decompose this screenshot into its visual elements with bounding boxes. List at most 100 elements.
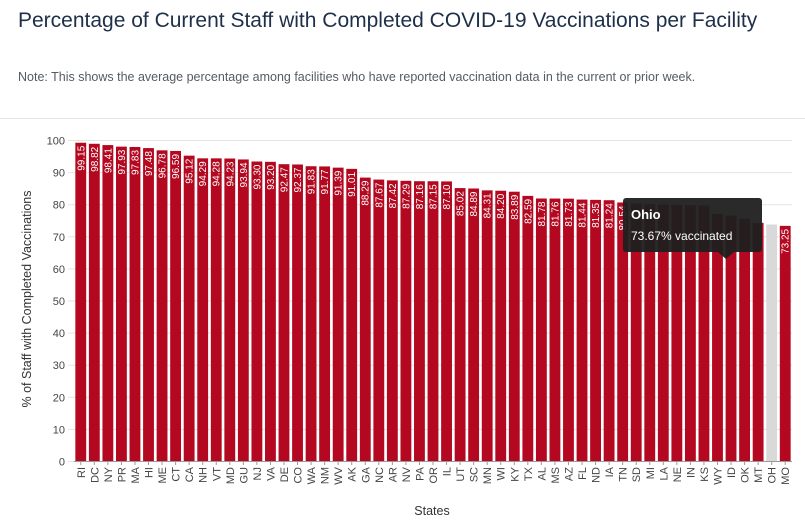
bar-az[interactable] [563, 198, 574, 461]
data-label: 93.30 [252, 164, 263, 189]
bar-de[interactable] [278, 164, 290, 462]
bar-or[interactable] [427, 181, 439, 461]
bar-mo[interactable] [779, 225, 791, 461]
bar-nj[interactable] [251, 161, 263, 461]
bar-ga[interactable] [359, 177, 371, 461]
bar-nh[interactable] [197, 158, 209, 461]
data-label: 84.20 [496, 193, 507, 218]
bar-nd[interactable] [590, 199, 601, 461]
x-axis-title: States [414, 504, 449, 518]
bar-nm[interactable] [319, 166, 331, 462]
y-tick-label: 40 [53, 328, 65, 340]
x-tick-label: WI [496, 467, 508, 480]
x-tick-label: NH [198, 467, 210, 483]
bar-ks[interactable] [698, 205, 710, 461]
x-tick-label: DC [89, 467, 101, 483]
bar-ak[interactable] [346, 168, 358, 462]
bar-la[interactable] [657, 204, 669, 461]
bar-mn[interactable] [481, 190, 493, 462]
data-label: 87.16 [415, 184, 426, 209]
bar-pr[interactable] [116, 146, 127, 461]
bar-wa[interactable] [305, 166, 317, 462]
bar-fl[interactable] [576, 199, 588, 461]
x-tick-label: GA [360, 466, 372, 483]
x-tick-label: MA [130, 466, 142, 483]
y-tick-label: 50 [53, 296, 65, 308]
bar-gu[interactable] [237, 159, 249, 461]
bar-ms[interactable] [549, 198, 561, 462]
bar-tn[interactable] [617, 202, 629, 461]
bar-oh[interactable] [766, 224, 778, 461]
bar-ny[interactable] [102, 145, 114, 461]
bar-id[interactable] [725, 215, 737, 461]
bar-wy[interactable] [712, 213, 723, 461]
data-label: 91.39 [334, 170, 345, 195]
data-label: 95.12 [185, 158, 196, 183]
x-tick-label: OR [428, 467, 440, 484]
x-tick-label: AZ [563, 467, 575, 481]
data-label: 83.89 [510, 194, 521, 219]
y-tick-label: 70 [53, 232, 65, 244]
data-label: 87.10 [442, 184, 453, 209]
data-label: 88.29 [361, 180, 372, 205]
bars[interactable]: 99.15 98.82 98.41 97.93 97.83 97.48 96.78 96.59… [75, 142, 792, 462]
bar-ca[interactable] [183, 155, 195, 461]
x-tick-label: LA [658, 466, 670, 480]
data-label: 81.24 [605, 203, 616, 228]
data-label: 82.59 [523, 198, 534, 223]
data-label: 81.35 [591, 202, 602, 227]
bar-sd[interactable] [630, 203, 642, 461]
bar-ut[interactable] [454, 188, 466, 461]
bar-ar[interactable] [386, 180, 398, 461]
data-label: 85.02 [456, 191, 467, 216]
data-label: 93.94 [239, 162, 250, 187]
bar-ct[interactable] [170, 150, 182, 461]
y-tick-label: 80 [53, 200, 65, 212]
bar-wv[interactable] [332, 167, 344, 461]
bar-nv[interactable] [400, 180, 412, 462]
x-tick-label: TX [523, 466, 535, 481]
bar-ri[interactable] [75, 142, 87, 462]
x-tick-label: KS [699, 467, 711, 482]
bar-in[interactable] [684, 205, 696, 461]
bar-mt[interactable] [752, 222, 764, 461]
bar-pa[interactable] [414, 181, 425, 461]
bar-co[interactable] [292, 164, 303, 462]
bar-al[interactable] [535, 198, 547, 462]
bar-ia[interactable] [603, 200, 615, 461]
bar-nc[interactable] [373, 179, 385, 461]
bar-vt[interactable] [210, 158, 222, 462]
x-tick-label: AL [536, 467, 548, 480]
tooltip-pointer [718, 252, 734, 259]
page-title: Percentage of Current Staff with Complet… [18, 9, 758, 32]
bar-md[interactable] [224, 158, 236, 461]
x-tick-label: NY [103, 466, 115, 482]
bar-ok[interactable] [739, 218, 751, 461]
x-tick-label: PA [414, 466, 426, 481]
bar-hi[interactable] [143, 148, 154, 461]
bar-wi[interactable] [495, 190, 507, 461]
bar-ky[interactable] [508, 191, 520, 461]
data-label: 87.15 [429, 184, 440, 209]
bar-il[interactable] [441, 181, 452, 461]
x-tick-label: WV [333, 466, 345, 484]
bar-mi[interactable] [644, 204, 656, 461]
x-tick-label: CT [171, 467, 183, 482]
bar-me[interactable] [156, 150, 168, 461]
bar-va[interactable] [265, 161, 276, 461]
bar-ne[interactable] [671, 204, 683, 461]
x-tick-label: NM [320, 467, 332, 484]
data-label: 94.28 [212, 161, 223, 186]
bar-ma[interactable] [129, 146, 141, 461]
x-tick-label: MD [225, 467, 237, 484]
x-tick-label: NE [672, 467, 684, 482]
x-tick-label: MN [482, 467, 494, 484]
x-tick-label: SC [469, 467, 481, 482]
x-tick-label: WY [712, 466, 724, 484]
bar-dc[interactable] [88, 143, 100, 462]
bar-sc[interactable] [468, 188, 480, 462]
bar-tx[interactable] [522, 195, 534, 461]
x-tick-label: MS [550, 467, 562, 484]
data-label: 87.42 [388, 183, 399, 208]
